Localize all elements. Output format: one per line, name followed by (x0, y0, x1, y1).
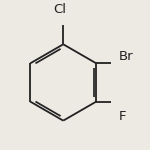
Text: F: F (119, 110, 127, 123)
Text: Cl: Cl (53, 3, 66, 16)
Text: Br: Br (119, 50, 134, 63)
